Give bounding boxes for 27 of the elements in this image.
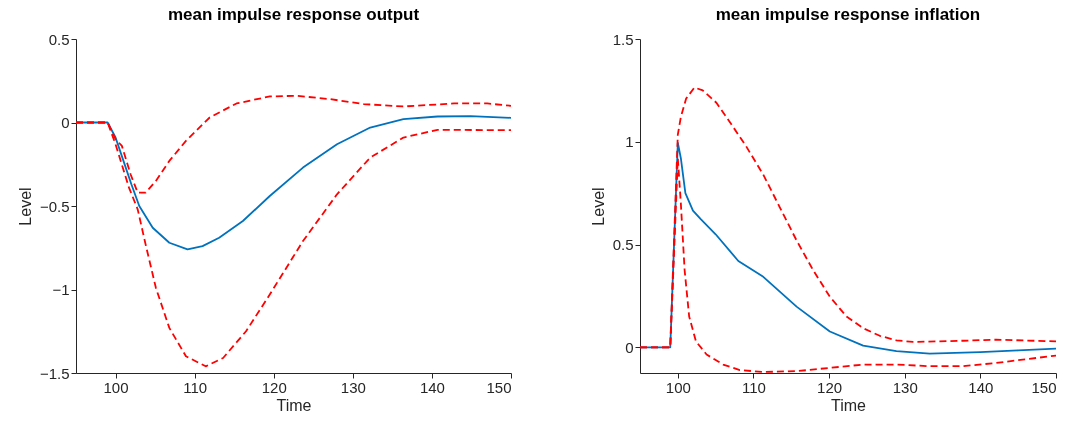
y-tick-label: 0	[61, 114, 70, 131]
y-tick-label: −0.5	[39, 197, 70, 215]
x-tick-label: 110	[741, 378, 766, 396]
x-tick-label: 130	[892, 378, 918, 396]
chart-title: mean impulse response inflation	[715, 5, 981, 24]
x-axis-title: Time	[831, 396, 867, 414]
y-tick-label: 1	[625, 133, 634, 151]
y-tick-label: 0.5	[48, 30, 70, 48]
x-tick-label: 100	[665, 378, 691, 396]
x-tick-label: 140	[968, 378, 994, 396]
x-tick-label: 130	[340, 378, 366, 396]
y-tick-label: 0.5	[612, 236, 634, 254]
y-axis-title: Level	[16, 187, 34, 226]
x-tick-label: 140	[419, 378, 445, 396]
x-tick-label: 120	[261, 378, 287, 396]
x-tick-label: 150	[486, 378, 512, 396]
y-tick-label: −1	[52, 281, 70, 298]
y-tick-label: 0	[625, 338, 634, 356]
y-axis-title: Level	[589, 187, 607, 226]
x-tick-label: 120	[817, 378, 843, 396]
chart-title: mean impulse response output	[167, 5, 420, 24]
x-tick-label: 110	[183, 378, 208, 396]
x-axis-title: Time	[276, 396, 312, 414]
y-tick-label: −1.5	[39, 364, 70, 382]
y-tick-label: 1.5	[612, 30, 634, 48]
x-tick-label: 100	[103, 378, 129, 396]
x-tick-label: 150	[1031, 378, 1057, 396]
